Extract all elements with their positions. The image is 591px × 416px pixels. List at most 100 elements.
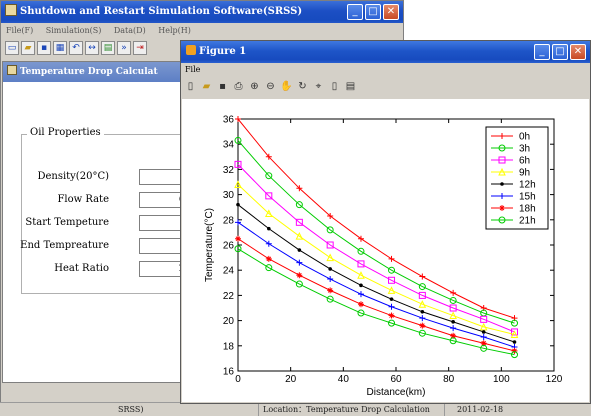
legend-label: 0h (519, 132, 530, 143)
x-tick-label: 40 (338, 374, 350, 385)
y-tick-label: 18 (223, 341, 235, 352)
data-point (357, 301, 364, 308)
series-line (237, 248, 515, 356)
inner-title-bar[interactable]: Temperature Drop Calculat (3, 62, 189, 82)
y-tick-label: 20 (223, 316, 235, 327)
data-point (388, 276, 396, 284)
data-point (451, 320, 455, 324)
data-point (388, 266, 396, 274)
exit-icon[interactable]: ⇥ (133, 41, 147, 55)
data-point (498, 144, 506, 152)
figure-menu-file[interactable]: File (185, 65, 201, 74)
pan-icon[interactable]: ✋ (280, 80, 293, 92)
save-figure-icon[interactable]: ▪ (219, 80, 226, 92)
data-point (236, 202, 240, 207)
series-line (237, 118, 515, 319)
data-point (296, 272, 303, 279)
data-point (295, 280, 303, 288)
data-point (511, 319, 518, 327)
data-point (326, 226, 334, 234)
figure-maximize-button[interactable]: □ (552, 44, 568, 60)
legend-icon[interactable]: ▤ (345, 80, 356, 92)
save-icon[interactable]: ▪ (37, 41, 51, 55)
inner-window-body: Oil Properties Density(20°C) 83 Flow Rat… (3, 82, 221, 382)
data-point (418, 300, 427, 308)
data-point (234, 245, 242, 253)
data-point (327, 213, 334, 220)
split-icon[interactable]: ↔ (85, 41, 99, 55)
open-file-icon[interactable]: ▰ (202, 80, 211, 92)
data-point (419, 273, 426, 280)
menu-file[interactable]: File(F) (6, 26, 34, 35)
data-point (357, 235, 364, 242)
run-icon[interactable]: » (117, 41, 131, 55)
main-window-title: Shutdown and Restart Simulation Software… (20, 6, 303, 17)
status-location: Location：Temperature Drop Calculation (258, 403, 430, 416)
matlab-icon (186, 45, 196, 55)
rotate-icon[interactable]: ↻ (298, 80, 307, 92)
data-point (449, 296, 457, 304)
data-point (388, 312, 395, 319)
data-point (449, 311, 457, 320)
data-point (387, 286, 396, 294)
legend-box (485, 126, 549, 230)
data-point (327, 276, 334, 283)
data-point (357, 260, 365, 268)
figure-close-button[interactable]: ✕ (570, 44, 586, 60)
legend-label: 15h (519, 192, 536, 203)
data-point (498, 156, 506, 164)
end-temperature-label: End Tempreature (20, 240, 109, 251)
chart-icon[interactable]: ▤ (101, 41, 115, 55)
data-point (512, 340, 517, 344)
grid-icon[interactable]: ▦ (53, 41, 67, 55)
data-point (500, 182, 504, 186)
y-tick-label: 28 (223, 215, 235, 226)
new-figure-icon[interactable]: ▯ (187, 80, 194, 92)
colorbar-icon[interactable]: ▯ (331, 80, 338, 92)
series-line (237, 164, 515, 333)
minimize-button[interactable]: _ (347, 4, 363, 20)
print-icon[interactable]: ⎙ (234, 80, 243, 92)
figure-window-controls: _ □ ✕ (534, 44, 586, 60)
data-point (265, 153, 272, 160)
figure-minimize-button[interactable]: _ (534, 44, 550, 60)
data-point (357, 247, 365, 255)
menu-help[interactable]: Help(H) (158, 26, 191, 35)
legend-label: 18h (519, 204, 536, 215)
maximize-button[interactable]: □ (365, 4, 381, 20)
data-cursor-icon[interactable]: ⌖ (315, 80, 322, 92)
data-point (326, 241, 334, 249)
data-point (480, 333, 487, 340)
data-point (235, 219, 241, 226)
y-tick-label: 36 (223, 115, 235, 126)
start-temperature-label: Start Tempeture (25, 217, 109, 228)
data-point (326, 295, 334, 303)
legend-label: 9h (519, 168, 530, 179)
main-window-controls: _ □ ✕ (347, 4, 399, 20)
data-point (296, 185, 303, 192)
data-point (479, 322, 488, 331)
undo-icon[interactable]: ↶ (69, 41, 83, 55)
status-date: 2011-02-18 (444, 403, 503, 416)
open-folder-icon[interactable]: ▰ (21, 41, 35, 55)
data-point (511, 351, 518, 359)
menu-data[interactable]: Data(D) (113, 26, 146, 35)
data-point (295, 201, 303, 209)
data-point (418, 329, 426, 337)
data-point (419, 315, 426, 322)
data-point (388, 319, 396, 327)
close-button[interactable]: ✕ (383, 4, 399, 20)
figure-title-bar[interactable]: Figure 1 (181, 41, 590, 63)
data-point (418, 291, 426, 299)
main-menu-bar: File(F) Simulation(S) Data(D) Help(H) (2, 24, 402, 38)
data-point (295, 232, 304, 240)
data-point (357, 309, 365, 317)
zoom-in-icon[interactable]: ⊕ (250, 80, 259, 92)
app-icon (5, 4, 17, 16)
zoom-out-icon[interactable]: ⊖ (266, 80, 275, 92)
new-doc-icon[interactable]: ▭ (5, 41, 19, 55)
main-title-bar[interactable]: Shutdown and Restart Simulation Software… (1, 1, 403, 23)
menu-simulation[interactable]: Simulation(S) (45, 26, 102, 35)
series-line (237, 184, 515, 335)
data-point (511, 347, 518, 354)
